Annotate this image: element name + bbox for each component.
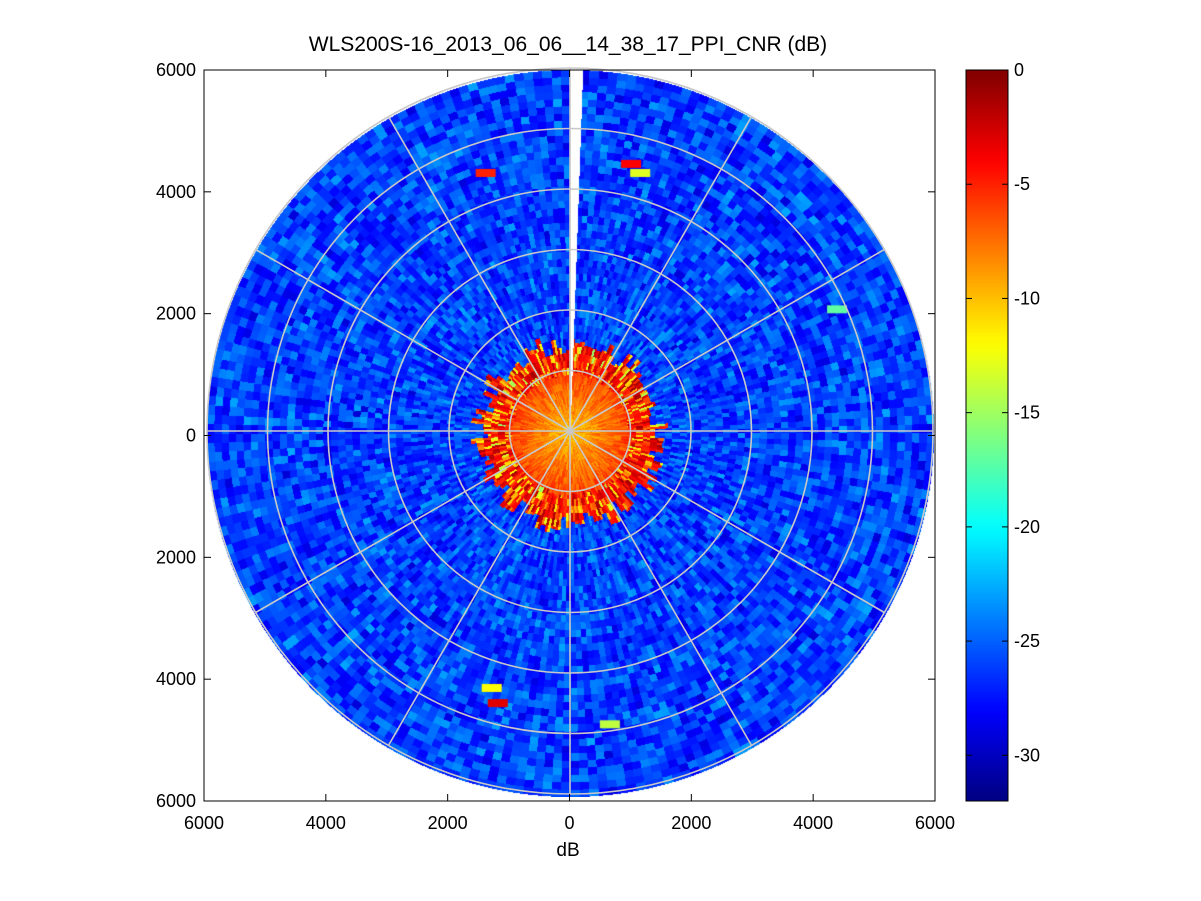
azimuth-spoke	[255, 248, 571, 432]
y-tick-label: 6000	[156, 60, 196, 80]
colorbar-tick-label: 0	[1014, 60, 1024, 80]
azimuth-spoke	[387, 430, 571, 746]
y-tick-label: 2000	[156, 304, 196, 324]
azimuth-spoke	[255, 430, 571, 614]
azimuth-spoke	[569, 430, 753, 746]
y-tick-label: 6000	[156, 791, 196, 811]
azimuth-spoke	[569, 248, 885, 432]
x-tick-label: 0	[564, 813, 574, 833]
colorbar-ticks: 0 -5 -10 -15 -20 -25 -30	[966, 60, 1040, 765]
azimuth-spoke	[569, 430, 885, 614]
x-tick-label: 4000	[306, 813, 346, 833]
x-tick-label: 2000	[671, 813, 711, 833]
y-tick-label: 0	[186, 426, 196, 446]
azimuth-spoke	[387, 116, 571, 432]
y-axis: 6000 4000 2000 0 2000 4000 6000	[156, 60, 935, 811]
x-tick-label: 2000	[428, 813, 468, 833]
colorbar-gradient	[966, 70, 1008, 801]
azimuth-spoke	[569, 116, 753, 432]
x-axis: 6000 4000 2000 0 2000 4000 6000	[184, 70, 955, 833]
colorbar-tick-label: -10	[1014, 288, 1040, 308]
y-tick-label: 2000	[156, 547, 196, 567]
y-tick-label: 4000	[156, 669, 196, 689]
colorbar-tick-label: -20	[1014, 517, 1040, 537]
colorbar-tick-label: -5	[1014, 174, 1030, 194]
colorbar-frame	[965, 69, 1009, 802]
x-tick-label: 6000	[184, 813, 224, 833]
x-tick-label: 4000	[793, 813, 833, 833]
colorbar: 0 -5 -10 -15 -20 -25 -30	[965, 60, 1040, 802]
colorbar-tick-label: -25	[1014, 631, 1040, 651]
x-axis-label: dB	[556, 840, 579, 861]
chart-title: WLS200S-16_2013_06_06__14_38_17_PPI_CNR …	[309, 33, 827, 56]
x-tick-label: 6000	[915, 813, 955, 833]
plot-area: 6000 4000 2000 0 2000 4000 6000 6000 4000 2000 0 2…	[156, 60, 955, 833]
colorbar-tick-label: -15	[1014, 403, 1040, 423]
y-tick-label: 4000	[156, 182, 196, 202]
colorbar-tick-label: -30	[1014, 745, 1040, 765]
